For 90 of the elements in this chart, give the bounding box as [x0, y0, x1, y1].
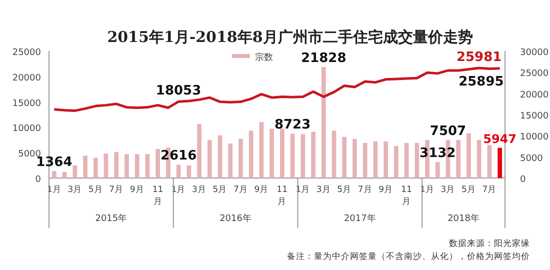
- x-tick-label: 5月: [88, 185, 103, 195]
- x-tick-label: 9月: [254, 185, 269, 195]
- text: 2018年: [448, 213, 480, 224]
- x-tick-label: 9月: [378, 185, 394, 195]
- bar: [52, 171, 56, 178]
- x-tick-label: 9月: [130, 185, 144, 195]
- text: 2016年: [220, 213, 252, 224]
- y2-tick-label: 10000: [520, 132, 549, 143]
- bar: [456, 140, 461, 178]
- x-tick-label: 5月: [212, 185, 228, 195]
- data-label: 21828: [301, 51, 346, 66]
- bar: [435, 162, 440, 178]
- x-tick-label: 5月: [462, 185, 476, 195]
- bar: [394, 146, 398, 178]
- bar: [186, 165, 192, 178]
- data-label: 7507: [430, 124, 466, 139]
- data-label: 5947: [483, 132, 517, 146]
- legend-label: 宗数: [255, 52, 273, 63]
- y-tick-label: 0: [35, 175, 42, 185]
- y2-tick-label: 25000: [520, 69, 549, 80]
- bar: [156, 149, 160, 178]
- x-tick-label: 7月: [234, 185, 248, 195]
- bar: [321, 67, 326, 178]
- y-tick-label: 10000: [12, 124, 42, 134]
- y-tick-label: 25000: [12, 48, 42, 58]
- y-tick-label: 20000: [12, 73, 42, 84]
- bar: [373, 141, 378, 178]
- data-label: 2616: [160, 148, 197, 164]
- y2-tick-label: 5000: [520, 154, 544, 164]
- bar: [280, 128, 284, 178]
- bar: [124, 154, 129, 178]
- bar: [218, 135, 222, 178]
- data-label: 1364: [36, 155, 72, 170]
- bar: [384, 141, 388, 178]
- bar: [352, 138, 357, 178]
- text: 2015年: [95, 213, 128, 224]
- x-tick-label: 3月: [440, 185, 456, 195]
- y2-tick-label: 20000: [520, 90, 549, 100]
- bar: [332, 130, 336, 178]
- y-tick-label: 15000: [12, 98, 42, 109]
- bar: [62, 172, 67, 178]
- x-tick-label: 11月: [152, 185, 164, 207]
- bar: [104, 154, 108, 178]
- bar: [197, 124, 202, 178]
- bar: [145, 154, 150, 178]
- bar: [114, 152, 119, 178]
- bar: [498, 148, 502, 178]
- bar: [476, 140, 482, 178]
- data-label: 25981: [456, 50, 502, 66]
- bar: [466, 133, 471, 178]
- bar: [248, 130, 254, 178]
- bar: [404, 142, 409, 178]
- bar: [290, 134, 295, 178]
- data-label: 8723: [274, 118, 311, 133]
- bar: [311, 132, 316, 178]
- text: 备注：量为中介网签量（不含南沙、从化），价格为网签均价: [287, 251, 530, 262]
- x-tick-label: 11月: [276, 185, 288, 207]
- bar: [228, 143, 233, 178]
- y2-tick-label: 15000: [520, 112, 549, 122]
- bar: [362, 142, 368, 178]
- bar: [259, 122, 264, 178]
- data-label: 25895: [458, 74, 504, 90]
- bar: [414, 142, 420, 178]
- data-label: 3132: [420, 146, 456, 162]
- bar: [176, 164, 181, 178]
- bar: [342, 136, 347, 178]
- x-tick-label: 3月: [316, 185, 331, 195]
- bar: [207, 140, 212, 178]
- x-tick-label: 7月: [482, 185, 497, 195]
- x-tick-label: 5月: [337, 185, 352, 195]
- x-tick-label: 7月: [109, 185, 124, 195]
- text: 2017年: [344, 213, 376, 224]
- bar: [83, 156, 88, 178]
- x-tick-label: 11月: [401, 185, 412, 207]
- y2-tick-label: 30000: [520, 48, 549, 58]
- x-tick-label: 3月: [68, 185, 82, 195]
- bar: [134, 154, 140, 178]
- bar: [300, 134, 306, 178]
- bar: [238, 138, 243, 178]
- chart-title: 2015年1月-2018年8月广州市二手住宅成交量价走势: [107, 28, 473, 46]
- bar: [72, 165, 78, 178]
- bar: [270, 128, 274, 178]
- y2-tick-label: 0: [520, 175, 526, 185]
- data-label: 18053: [156, 84, 202, 99]
- bar: [487, 144, 492, 178]
- x-tick-label: 3月: [192, 185, 206, 195]
- line-series: [52, 66, 502, 112]
- x-tick-label: 7月: [358, 185, 372, 195]
- bar: [93, 158, 98, 178]
- source-note: 数据来源：阳光家缘: [449, 238, 530, 249]
